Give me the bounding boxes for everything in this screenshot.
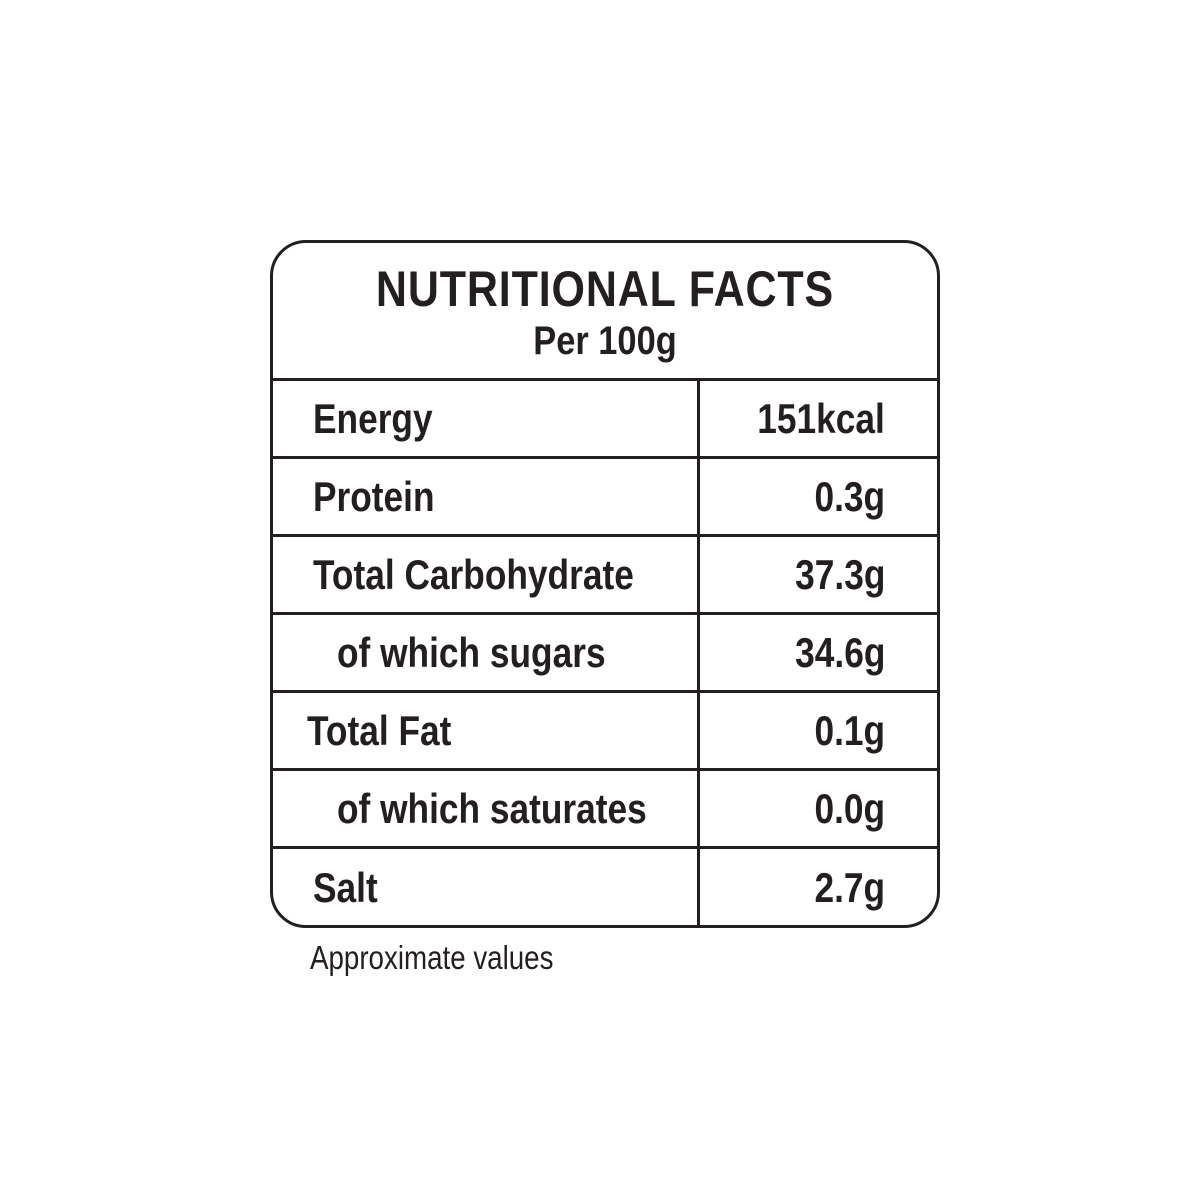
nutrient-label: of which saturates <box>273 771 700 846</box>
nutrient-label: Total Carbohydrate <box>273 537 700 612</box>
table-title: NUTRITIONAL FACTS <box>375 261 835 317</box>
nutrient-label: Salt <box>273 849 700 925</box>
table-row-sugars: of which sugars 34.6g <box>273 615 937 693</box>
nutrient-label: of which sugars <box>273 615 700 690</box>
table-header: NUTRITIONAL FACTS Per 100g <box>273 243 937 381</box>
table-row-saturates: of which saturates 0.0g <box>273 771 937 849</box>
nutrient-label: Energy <box>273 381 700 456</box>
table-row-protein: Protein 0.3g <box>273 459 937 537</box>
nutrient-label: Protein <box>273 459 700 534</box>
table-row-total-fat: Total Fat 0.1g <box>273 693 937 771</box>
nutrient-value: 37.3g <box>794 550 885 598</box>
nutrient-value: 34.6g <box>794 628 885 676</box>
table-row-salt: Salt 2.7g <box>273 849 937 925</box>
nutrient-value: 0.3g <box>814 472 885 520</box>
footnote: Approximate values <box>310 939 554 976</box>
table-row-energy: Energy 151kcal <box>273 381 937 459</box>
nutrient-label: Total Fat <box>273 693 700 768</box>
serving-size: Per 100g <box>533 319 677 363</box>
table-row-total-carbohydrate: Total Carbohydrate 37.3g <box>273 537 937 615</box>
nutrient-value: 151kcal <box>757 394 885 442</box>
nutrient-value: 0.0g <box>814 784 885 832</box>
nutrient-value: 0.1g <box>814 706 885 754</box>
nutrition-table: NUTRITIONAL FACTS Per 100g Energy 151kca… <box>270 240 940 928</box>
nutrient-value: 2.7g <box>814 864 885 911</box>
nutrient-rows: Energy 151kcal Protein 0.3g Total Carboh… <box>273 381 937 925</box>
